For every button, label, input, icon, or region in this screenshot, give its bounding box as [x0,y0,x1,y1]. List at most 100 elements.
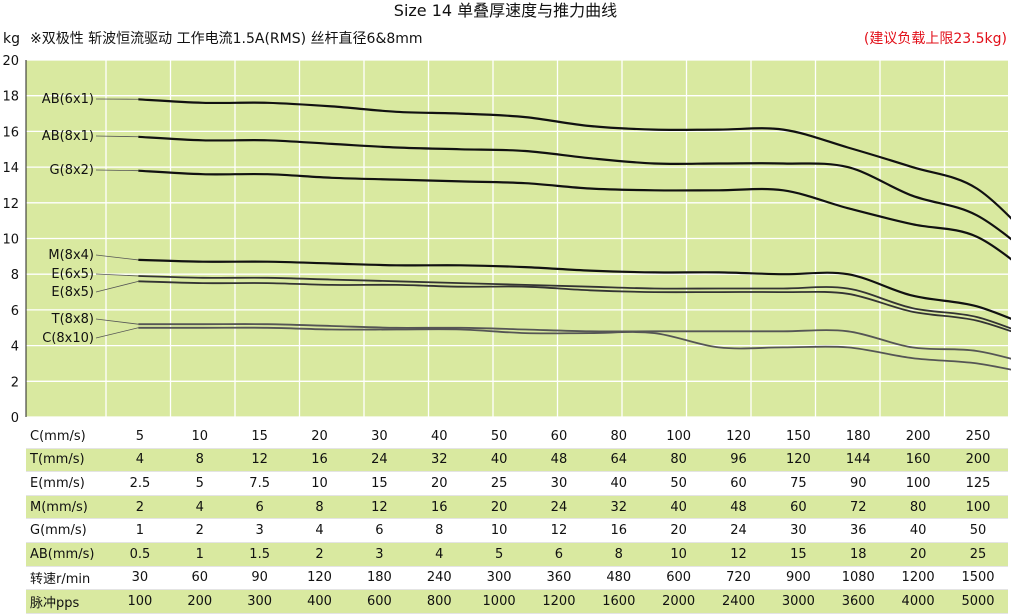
series-label: G(8x2) [50,163,94,178]
table-cell: 144 [828,448,888,472]
table-cell: 3 [230,519,290,543]
table-cell: 360 [529,566,589,590]
table-cell: 15 [768,542,828,566]
series-label: E(6x5) [51,267,94,282]
table-cell: 20 [290,425,350,448]
table-row-header: E(mm/s) [26,472,110,496]
table-cell: 1200 [529,590,589,614]
table-cell: 60 [529,425,589,448]
table-cell: 2 [110,495,170,519]
table-cell: 25 [948,542,1008,566]
table-cell: 10 [290,472,350,496]
table-row-header: T(mm/s) [26,448,110,472]
table-cell: 2000 [649,590,709,614]
table-cell: 50 [948,519,1008,543]
table-cell: 48 [529,448,589,472]
y-tick-label: 6 [11,304,19,319]
table-cell: 400 [290,590,350,614]
table-cell: 16 [589,519,649,543]
table-cell: 12 [230,448,290,472]
table-cell: 75 [768,472,828,496]
series-label: AB(6x1) [42,92,94,107]
table-cell: 4000 [888,590,948,614]
table-cell: 10 [469,519,529,543]
table-cell: 5000 [948,590,1008,614]
table-cell: 5 [170,472,230,496]
table-cell: 32 [409,448,469,472]
table-cell: 8 [170,448,230,472]
table-cell: 180 [828,425,888,448]
table-cell: 90 [230,566,290,590]
table-cell: 16 [290,448,350,472]
table-cell: 36 [828,519,888,543]
table-cell: 15 [349,472,409,496]
table-cell: 120 [709,425,769,448]
y-tick-label: 16 [2,125,19,140]
table-cell: 48 [709,495,769,519]
series-label: AB(8x1) [42,129,94,144]
table-cell: 1.5 [230,542,290,566]
series-label: M(8x4) [48,248,94,263]
table-cell: 80 [888,495,948,519]
table-cell: 20 [649,519,709,543]
table-cell: 480 [589,566,649,590]
table-cell: 90 [828,472,888,496]
table-cell: 12 [529,519,589,543]
table-cell: 5 [469,542,529,566]
table-cell: 1 [110,519,170,543]
table-cell: 1 [170,542,230,566]
table-cell: 100 [649,425,709,448]
table-row-header: M(mm/s) [26,495,110,519]
table-cell: 6 [529,542,589,566]
table-cell: 0.5 [110,542,170,566]
table-cell: 120 [768,448,828,472]
y-tick-label: 18 [2,90,19,105]
force-speed-chart: 02468101214161820AB(6x1)AB(8x1)G(8x2)M(8… [0,0,1011,425]
table-cell: 180 [349,566,409,590]
table-cell: 200 [888,425,948,448]
table-cell: 4 [110,448,170,472]
table-cell: 80 [589,425,649,448]
table-cell: 40 [888,519,948,543]
table-cell: 250 [948,425,1008,448]
table-row-header: 转速r/min [26,566,110,590]
table-cell: 1000 [469,590,529,614]
table-cell: 32 [589,495,649,519]
table-cell: 5 [110,425,170,448]
table-cell: 3600 [828,590,888,614]
table-cell: 600 [649,566,709,590]
table-cell: 50 [469,425,529,448]
table-cell: 20 [409,472,469,496]
table-cell: 40 [469,448,529,472]
table-cell: 72 [828,495,888,519]
y-tick-label: 4 [11,340,19,355]
y-tick-label: 10 [2,233,19,248]
table-cell: 900 [768,566,828,590]
table-cell: 100 [948,495,1008,519]
table-cell: 30 [349,425,409,448]
y-tick-label: 12 [2,197,19,212]
table-cell: 30 [768,519,828,543]
table-cell: 720 [709,566,769,590]
table-cell: 1080 [828,566,888,590]
table-cell: 160 [888,448,948,472]
table-row-header: 脉冲pps [26,590,110,614]
table-cell: 3 [349,542,409,566]
y-tick-label: 2 [11,375,19,390]
table-cell: 40 [589,472,649,496]
table-cell: 2400 [709,590,769,614]
table-cell: 12 [709,542,769,566]
table-cell: 8 [589,542,649,566]
table-cell: 80 [649,448,709,472]
table-cell: 300 [469,566,529,590]
y-tick-label: 0 [11,411,19,425]
table-cell: 125 [948,472,1008,496]
y-tick-label: 20 [2,54,19,69]
table-cell: 2 [290,542,350,566]
